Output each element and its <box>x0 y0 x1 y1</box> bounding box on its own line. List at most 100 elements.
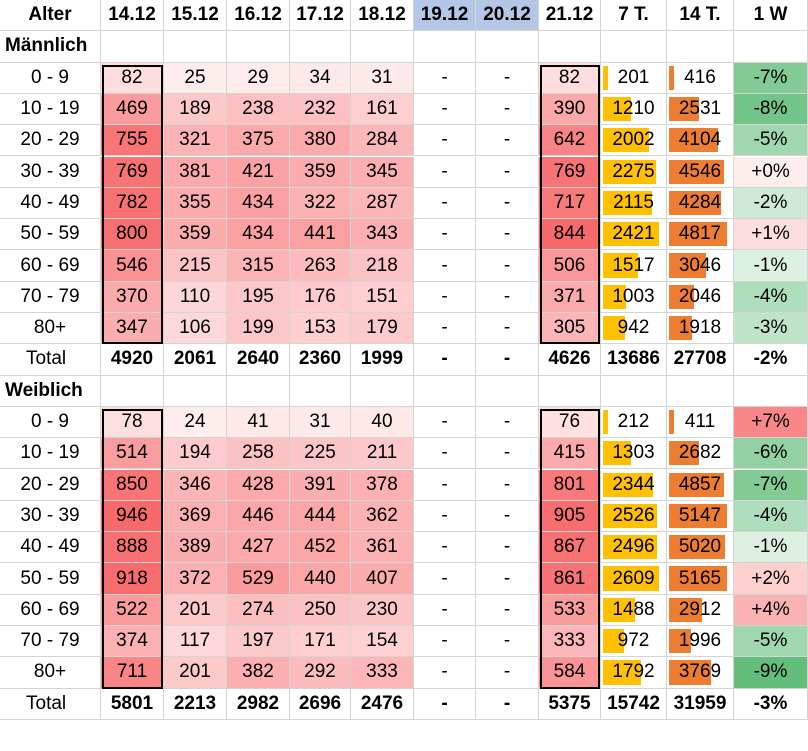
cell-text: 380 <box>304 129 336 151</box>
value-cell-d1812: 218 <box>351 250 414 282</box>
value-cell-d2112: 867 <box>539 532 601 564</box>
cell-text: 888 <box>116 536 148 558</box>
total-cell-d1812: 2476 <box>351 688 414 720</box>
value-cell-t14: 2912 <box>667 594 734 626</box>
value-cell-t7: 1303 <box>601 438 667 470</box>
data-bar <box>603 535 657 560</box>
data-bar <box>669 128 718 153</box>
cell-text: 24 <box>184 411 206 433</box>
value-cell-d1512: 117 <box>164 626 227 658</box>
cell-text: 263 <box>304 254 336 276</box>
value-cell-d1712: 171 <box>290 626 351 658</box>
age-group-label: 80+ <box>0 657 101 689</box>
age-group-label: 70 - 79 <box>0 626 101 658</box>
value-cell-d1712: 440 <box>290 563 351 595</box>
value-cell-d1912: - <box>414 93 476 126</box>
cell-text: 382 <box>242 661 274 683</box>
cell-text: 284 <box>366 129 398 151</box>
value-cell-d1712: 225 <box>290 438 351 470</box>
value-cell-d1712: 250 <box>290 594 351 626</box>
cell-text: 4546 <box>678 160 722 182</box>
total-cell-t7: 15742 <box>601 688 667 720</box>
value-cell-t14: 5020 <box>667 532 734 564</box>
empty-cell <box>476 375 539 407</box>
empty-cell <box>414 375 476 407</box>
data-bar <box>603 472 653 497</box>
value-cell-w1: -1% <box>734 532 808 564</box>
data-bar <box>669 284 694 309</box>
section-title: Männlich <box>0 31 101 63</box>
age-group-label: 20 - 29 <box>0 125 101 157</box>
value-cell-w1: +4% <box>734 594 808 626</box>
empty-cell <box>667 31 734 63</box>
cell-text: 305 <box>553 317 586 339</box>
header-20-12: 20.12 <box>476 0 539 32</box>
cell-text: 1303 <box>612 442 655 464</box>
cell-text: - <box>503 66 511 88</box>
data-bar <box>603 253 638 278</box>
value-cell-d2112: 861 <box>539 563 601 595</box>
value-cell-d2012: - <box>476 594 539 626</box>
value-cell-t7: 972 <box>601 626 667 658</box>
data-bar <box>669 660 711 685</box>
cell-text: 40 - 49 <box>20 191 80 213</box>
cell-text: 218 <box>366 254 398 276</box>
empty-cell <box>351 31 414 63</box>
cell-text: - <box>441 285 448 307</box>
value-cell-d1912: - <box>414 657 476 689</box>
value-cell-d1612: 41 <box>227 406 290 439</box>
value-cell-t7: 2496 <box>601 532 667 564</box>
value-cell-d1612: 375 <box>227 125 290 157</box>
value-cell-t7: 2002 <box>601 125 667 157</box>
value-cell-t14: 4817 <box>667 219 734 251</box>
cell-text: 20.12 <box>483 4 531 26</box>
value-cell-d1812: 230 <box>351 594 414 626</box>
value-cell-t7: 2275 <box>601 156 667 188</box>
value-cell-d1812: 151 <box>351 281 414 313</box>
cell-text: 782 <box>116 191 148 213</box>
cell-text: 238 <box>242 98 274 120</box>
value-cell-d1412: 514 <box>101 438 164 470</box>
value-cell-w1: -9% <box>734 657 808 689</box>
cell-text: 5020 <box>678 536 722 558</box>
cell-text: 315 <box>242 254 274 276</box>
cell-text: 2421 <box>612 223 655 245</box>
cell-text: - <box>503 191 511 213</box>
value-cell-d2012: - <box>476 657 539 689</box>
cell-text: 5375 <box>548 692 591 714</box>
age-group-label: 10 - 19 <box>0 438 101 470</box>
cell-text: 533 <box>553 598 586 620</box>
cell-text: 801 <box>553 473 586 495</box>
value-cell-d1512: 369 <box>164 500 227 533</box>
cell-text: 17.12 <box>296 4 344 26</box>
value-cell-d1612: 197 <box>227 626 290 658</box>
cell-text: 333 <box>553 630 586 652</box>
cell-text: +4% <box>751 598 790 620</box>
total-cell-d2112: 4626 <box>539 344 601 376</box>
value-cell-d1612: 199 <box>227 313 290 345</box>
value-cell-d2112: 506 <box>539 250 601 282</box>
cell-text: 4857 <box>678 473 722 495</box>
cell-text: - <box>503 317 511 339</box>
data-bar <box>669 629 691 654</box>
value-cell-d2112: 333 <box>539 626 601 658</box>
value-cell-d2112: 801 <box>539 469 601 501</box>
value-cell-d1612: 434 <box>227 219 290 251</box>
cell-text: 1 W <box>753 4 788 26</box>
cell-text: 250 <box>304 598 336 620</box>
value-cell-d2112: 717 <box>539 187 601 220</box>
cell-text: - <box>503 567 511 589</box>
cell-text: +2% <box>751 567 790 589</box>
cell-text: 411 <box>684 411 716 433</box>
cell-text: 2609 <box>612 567 655 589</box>
value-cell-d1512: 24 <box>164 406 227 439</box>
value-cell-d1612: 434 <box>227 187 290 220</box>
value-cell-d1812: 161 <box>351 93 414 126</box>
value-cell-d1712: 153 <box>290 313 351 345</box>
value-cell-d1412: 850 <box>101 469 164 501</box>
value-cell-d2012: - <box>476 62 539 94</box>
value-cell-d1412: 522 <box>101 594 164 626</box>
cell-text: 2476 <box>360 692 404 714</box>
value-cell-d1912: - <box>414 469 476 501</box>
cell-text: - <box>441 661 448 683</box>
